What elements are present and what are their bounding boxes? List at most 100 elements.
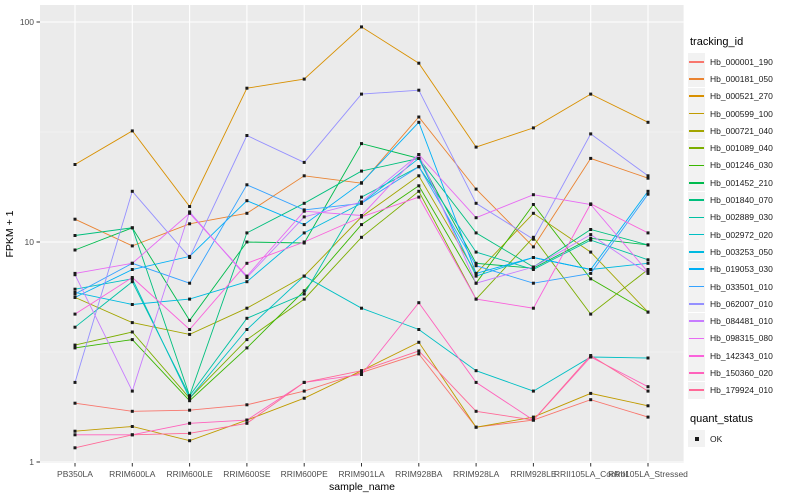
legend-items-quant-status: OK bbox=[688, 430, 773, 448]
data-point bbox=[417, 156, 421, 160]
data-point bbox=[302, 231, 306, 235]
legend-item-label: Hb_000599_100 bbox=[710, 108, 773, 119]
legend-key-line bbox=[689, 337, 704, 340]
data-point bbox=[360, 371, 363, 375]
data-point bbox=[245, 86, 249, 90]
data-point bbox=[531, 306, 535, 310]
legend-item: Hb_001452_210 bbox=[688, 174, 773, 192]
legend-item: Hb_001840_070 bbox=[688, 191, 773, 209]
data-point bbox=[130, 261, 134, 265]
legend-item: Hb_002889_030 bbox=[688, 208, 773, 226]
data-point bbox=[417, 352, 421, 356]
data-point bbox=[245, 306, 249, 310]
legend-key bbox=[688, 295, 705, 313]
data-point bbox=[130, 280, 134, 284]
data-point bbox=[360, 25, 363, 29]
data-point bbox=[531, 237, 535, 241]
data-point bbox=[474, 231, 478, 235]
data-point bbox=[474, 271, 478, 275]
data-point bbox=[73, 429, 77, 433]
data-point bbox=[589, 236, 593, 240]
legend-key bbox=[688, 174, 705, 192]
legend-key-line bbox=[689, 112, 704, 115]
y-tick-label: 10 bbox=[25, 237, 35, 247]
data-point bbox=[73, 248, 77, 252]
data-point bbox=[417, 195, 421, 199]
data-point bbox=[474, 216, 478, 220]
data-point bbox=[417, 184, 421, 188]
data-point bbox=[245, 403, 249, 407]
legend-key-line bbox=[689, 320, 704, 322]
data-point bbox=[417, 115, 421, 119]
data-point bbox=[130, 244, 134, 248]
data-point bbox=[245, 134, 249, 137]
data-point bbox=[130, 268, 134, 271]
data-point bbox=[73, 163, 77, 166]
legend-key bbox=[688, 70, 705, 88]
data-points bbox=[73, 25, 650, 450]
data-point bbox=[73, 401, 77, 405]
legend-key bbox=[688, 243, 705, 261]
data-point bbox=[188, 394, 192, 398]
data-point bbox=[589, 268, 593, 271]
legend-item-label: Hb_084481_010 bbox=[710, 316, 773, 327]
data-point bbox=[302, 389, 306, 393]
legend-key-line bbox=[689, 60, 704, 63]
data-point bbox=[245, 338, 249, 342]
data-point bbox=[302, 215, 306, 219]
data-point bbox=[73, 325, 77, 329]
legend-key bbox=[688, 87, 705, 105]
legend-item-label: Hb_001840_070 bbox=[710, 195, 773, 206]
data-point bbox=[589, 271, 593, 275]
legend-item-quant: OK bbox=[688, 430, 773, 448]
legend-item: Hb_062007_010 bbox=[688, 295, 773, 313]
legend-key bbox=[688, 347, 705, 365]
x-tick-label: RRIM901LA bbox=[338, 469, 385, 479]
data-point bbox=[646, 176, 650, 180]
data-point bbox=[302, 240, 306, 244]
data-point bbox=[589, 202, 593, 206]
x-tick-label: PB350LA bbox=[57, 469, 93, 479]
legend-item-label: Hb_098315_080 bbox=[710, 333, 773, 344]
data-point bbox=[646, 258, 650, 262]
legend-item: Hb_019053_030 bbox=[688, 260, 773, 278]
legend-key-line bbox=[689, 216, 704, 219]
legend-key bbox=[688, 312, 705, 330]
data-point bbox=[245, 240, 249, 244]
data-point bbox=[73, 217, 77, 221]
data-point bbox=[130, 189, 134, 193]
data-point bbox=[188, 211, 192, 215]
data-point bbox=[360, 195, 363, 199]
legend-key-line bbox=[689, 285, 704, 288]
data-point bbox=[188, 408, 192, 412]
data-point bbox=[531, 281, 535, 285]
data-point bbox=[188, 281, 192, 285]
legend-key bbox=[688, 53, 705, 71]
legend: tracking_id Hb_000001_190 Hb_000181_050 Hb… bbox=[688, 36, 773, 448]
data-point bbox=[302, 292, 306, 296]
data-point bbox=[245, 183, 249, 187]
legend-item: Hb_000599_100 bbox=[688, 105, 773, 123]
data-point bbox=[531, 193, 535, 197]
legend-item-label: Hb_000521_270 bbox=[710, 91, 773, 102]
data-point bbox=[474, 145, 478, 149]
legend-item-label: Hb_033501_010 bbox=[710, 281, 773, 292]
data-point bbox=[417, 349, 421, 353]
data-point bbox=[73, 346, 77, 350]
x-tick-label: RRII105LA_Stressed bbox=[608, 469, 688, 479]
data-point bbox=[531, 211, 535, 215]
data-point bbox=[417, 153, 421, 156]
data-point bbox=[589, 233, 593, 237]
data-point bbox=[531, 256, 535, 259]
data-point bbox=[188, 396, 192, 400]
data-point bbox=[474, 369, 478, 373]
legend-item: Hb_001089_040 bbox=[688, 139, 773, 157]
legend-item-label: Hb_002972_020 bbox=[710, 229, 773, 240]
legend-key-line bbox=[689, 199, 704, 201]
data-point bbox=[417, 61, 421, 65]
data-point bbox=[130, 321, 134, 325]
data-point bbox=[589, 277, 593, 281]
data-point bbox=[646, 231, 650, 235]
legend-item: Hb_002972_020 bbox=[688, 226, 773, 244]
legend-item: Hb_000181_050 bbox=[688, 70, 773, 88]
